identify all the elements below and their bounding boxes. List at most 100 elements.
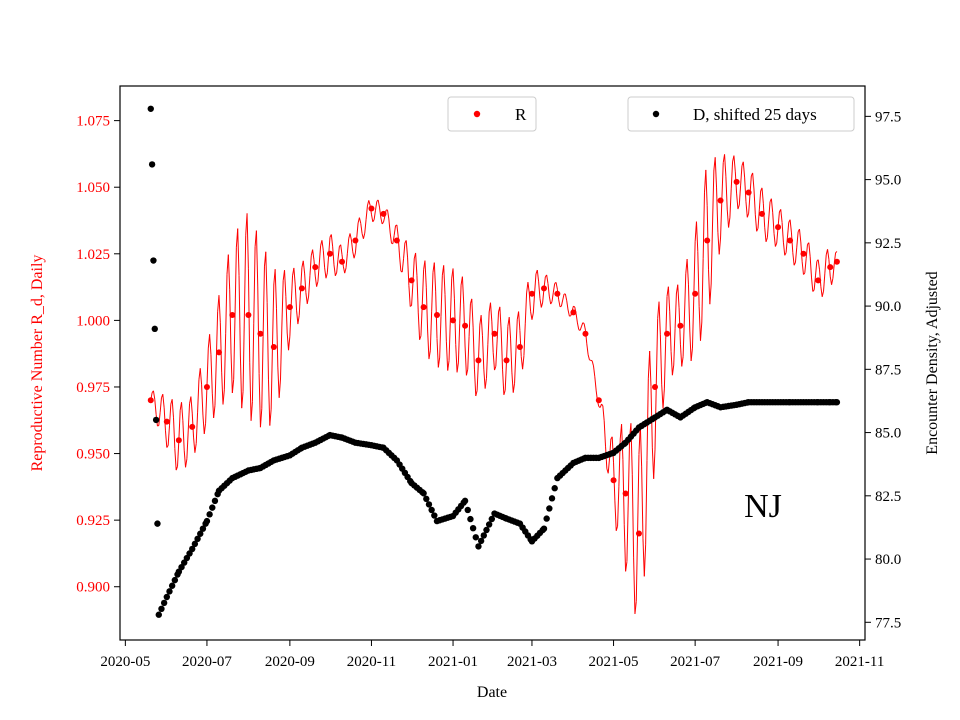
r-series-segment <box>294 284 298 311</box>
r-series-segment <box>548 296 552 305</box>
r-series-segment <box>471 298 474 328</box>
y-tick-label-right: 82.5 <box>875 489 901 505</box>
r-series-segment <box>659 334 663 385</box>
r-series-segment <box>820 286 823 297</box>
r-series-segment <box>350 239 354 252</box>
r-series-segment <box>234 247 237 316</box>
r-series-segment <box>246 213 249 269</box>
r-series-segment <box>705 169 708 206</box>
r-series-segment <box>267 379 271 426</box>
r-series-segment <box>383 216 386 223</box>
r-series-segment <box>401 258 405 273</box>
r-series-segment <box>304 273 307 293</box>
r-series-segment <box>689 330 692 362</box>
r-series-segment <box>502 369 505 395</box>
legend-d-box <box>627 96 855 132</box>
r-series-segment <box>259 408 263 428</box>
r-series-segment <box>547 283 550 297</box>
r-series-segment <box>360 223 363 234</box>
r-series-segment <box>564 293 568 301</box>
r-series-segment <box>695 221 699 252</box>
d-series-point <box>425 501 433 508</box>
r-series-segment <box>253 246 256 324</box>
r-series-point <box>554 290 561 297</box>
r-series-segment <box>594 376 597 391</box>
x-axis-label: Date <box>477 684 507 701</box>
y-tick-label-right: 92.5 <box>875 236 901 252</box>
r-series-segment <box>425 287 429 331</box>
r-series-segment <box>370 214 374 222</box>
r-series-segment <box>756 228 759 232</box>
r-series-segment <box>452 268 455 299</box>
r-series-segment <box>681 356 684 367</box>
d-series <box>147 105 841 618</box>
r-series-segment <box>475 390 478 397</box>
x-tick-label: 2021-09 <box>753 654 803 670</box>
r-series-segment <box>312 249 315 260</box>
r-series-segment <box>679 344 683 367</box>
r-series-segment <box>241 391 244 409</box>
r-series-segment <box>539 298 542 308</box>
r-series-point <box>704 237 711 244</box>
r-series-segment <box>277 367 280 398</box>
x-tick-label: 2021-07 <box>670 654 720 670</box>
r-series-segment <box>615 526 619 531</box>
r-series-segment <box>431 272 434 312</box>
d-series-point <box>168 582 176 589</box>
r-series-segment <box>358 217 362 224</box>
r-series-segment <box>508 317 512 339</box>
r-series-segment <box>380 217 383 225</box>
r-series-segment <box>174 448 177 471</box>
r-series-segment <box>559 305 562 308</box>
r-series-point <box>352 237 359 244</box>
d-series-point <box>543 515 550 522</box>
r-series-segment <box>809 256 812 278</box>
r-series-segment <box>567 309 570 317</box>
r-series-segment <box>617 486 620 527</box>
r-series-segment <box>427 330 430 360</box>
r-series-segment <box>190 396 193 414</box>
r-series-segment <box>439 316 442 358</box>
r-series-segment <box>511 372 514 393</box>
r-series-segment <box>290 275 294 306</box>
r-series-segment <box>757 209 760 229</box>
r-series-segment <box>725 176 728 210</box>
r-series-segment <box>159 397 162 413</box>
r-series-segment <box>645 460 648 545</box>
r-series-segment <box>667 286 671 312</box>
r-series-segment <box>186 430 189 459</box>
r-series-point <box>245 312 252 319</box>
d-series-point <box>467 515 474 523</box>
r-series-point <box>393 237 400 244</box>
d-series-point <box>194 535 201 543</box>
r-series-segment <box>163 407 166 431</box>
r-series-point <box>433 312 440 319</box>
r-series-segment <box>306 296 310 304</box>
r-series-segment <box>724 154 727 177</box>
y-tick-label-left: 1.050 <box>76 180 110 196</box>
r-series-segment <box>411 283 414 306</box>
r-series-segment <box>643 544 647 577</box>
r-series-point <box>570 309 577 316</box>
r-series-point <box>540 285 547 292</box>
r-series-point <box>286 304 293 311</box>
r-series-segment <box>499 306 502 332</box>
r-series-point <box>582 330 589 337</box>
r-series-segment <box>671 365 675 376</box>
r-series-segment <box>476 360 479 391</box>
d-series-point <box>477 537 485 545</box>
r-series-segment <box>730 161 734 189</box>
r-series-segment <box>627 438 631 502</box>
y-tick-label-left: 1.025 <box>76 247 110 263</box>
d-series-point <box>203 517 211 525</box>
r-series-segment <box>202 415 205 434</box>
r-series-segment <box>560 299 564 307</box>
d-series-point <box>551 485 558 492</box>
r-series-segment <box>480 315 483 336</box>
r-series-segment <box>653 449 656 479</box>
r-series-segment <box>178 410 181 441</box>
r-series-segment <box>243 235 247 316</box>
r-series-segment <box>459 285 462 324</box>
r-series-segment <box>623 524 627 572</box>
r-series-point <box>833 258 840 265</box>
